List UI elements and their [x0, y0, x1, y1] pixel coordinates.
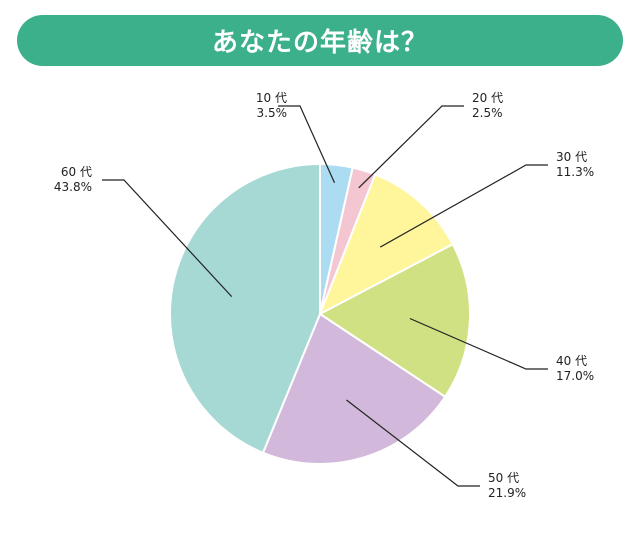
- pie-slices: [169, 162, 471, 465]
- slice-category-label: 20 代: [472, 91, 503, 105]
- leader-line: [358, 105, 464, 189]
- leader-line: [346, 399, 480, 487]
- slice-value-label: 2.5%: [472, 106, 503, 120]
- slice-value-label: 3.5%: [257, 106, 288, 120]
- leader-line: [102, 179, 233, 298]
- leader-line: [278, 105, 336, 184]
- leader-lines: [102, 105, 548, 487]
- chart-title: あなたの年齢は？: [211, 28, 428, 58]
- slice-labels: 10 代3.5% 20 代2.5% 30 代11.3% 40 代17.0% 50 代21…: [54, 91, 594, 500]
- pie-slice: [318, 242, 471, 399]
- chart-title-bar: あなたの年齢は？: [17, 15, 623, 66]
- slice-category-label: 60 代: [61, 165, 92, 179]
- leader-line: [379, 164, 548, 248]
- pie-slice: [261, 312, 447, 465]
- slice-category-label: 40 代: [556, 354, 587, 368]
- slice-category-label: 30 代: [556, 150, 587, 164]
- slice-category-label: 50 代: [488, 471, 519, 485]
- slice-value-label: 11.3%: [556, 165, 594, 179]
- slice-value-label: 43.8%: [54, 180, 92, 194]
- slice-value-label: 21.9%: [488, 486, 526, 500]
- leader-line: [409, 317, 548, 370]
- slice-value-label: 17.0%: [556, 369, 594, 383]
- slice-category-label: 10 代: [256, 91, 287, 105]
- pie-slice: [169, 162, 321, 455]
